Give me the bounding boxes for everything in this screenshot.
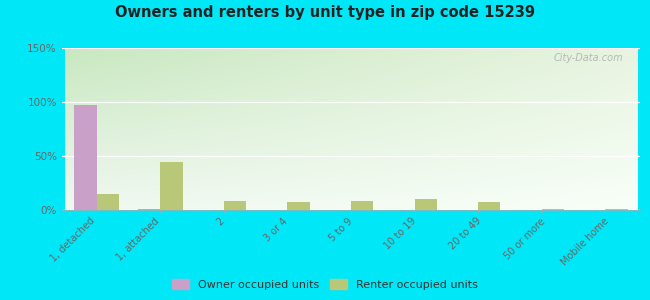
Text: Mobile home: Mobile home bbox=[560, 216, 612, 268]
Text: 1, detached: 1, detached bbox=[49, 216, 97, 264]
Bar bbox=[351, 201, 373, 210]
Bar bbox=[97, 194, 119, 210]
Bar bbox=[415, 199, 437, 210]
Text: 20 to 49: 20 to 49 bbox=[447, 216, 483, 252]
Text: 2: 2 bbox=[214, 216, 226, 227]
Legend: Owner occupied units, Renter occupied units: Owner occupied units, Renter occupied un… bbox=[168, 275, 482, 294]
Text: 10 to 19: 10 to 19 bbox=[383, 216, 419, 252]
Text: Owners and renters by unit type in zip code 15239: Owners and renters by unit type in zip c… bbox=[115, 4, 535, 20]
Bar bbox=[138, 209, 161, 210]
Bar bbox=[478, 202, 500, 210]
Text: City-Data.com: City-Data.com bbox=[553, 53, 623, 63]
Text: 3 or 4: 3 or 4 bbox=[263, 216, 290, 243]
Text: 1, attached: 1, attached bbox=[115, 216, 161, 262]
Bar bbox=[605, 209, 627, 210]
Bar bbox=[75, 105, 97, 210]
Bar bbox=[541, 209, 564, 210]
Bar bbox=[161, 163, 183, 210]
Bar bbox=[224, 201, 246, 210]
Text: 5 to 9: 5 to 9 bbox=[327, 216, 354, 243]
Text: 50 or more: 50 or more bbox=[502, 216, 547, 261]
Bar bbox=[287, 202, 309, 210]
